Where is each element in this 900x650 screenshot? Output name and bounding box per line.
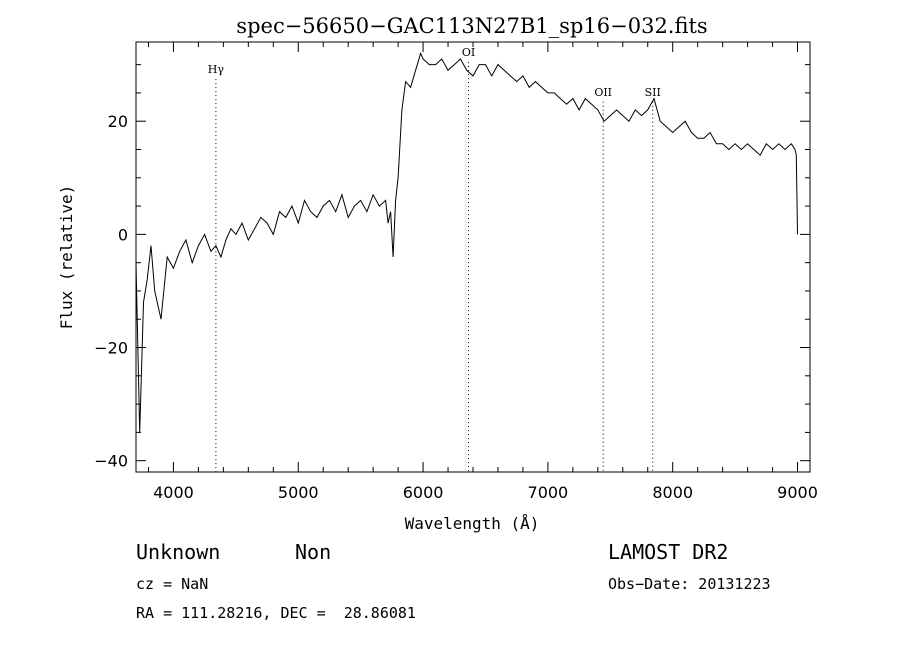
y-tick-label: 20	[108, 112, 128, 131]
subclass-label: Non	[295, 540, 332, 564]
y-axis-title: Flux (relative)	[57, 185, 76, 330]
spectral-line-label: OII	[594, 86, 612, 99]
spectral-lines-layer: Hγ OI OII SII	[208, 46, 661, 472]
chart-title: spec−56650−GAC113N27B1_sp16−032.fits	[236, 14, 707, 38]
x-tick-label: 7000	[528, 483, 569, 502]
class-label: Unknown	[136, 540, 221, 564]
y-tick-label: 0	[118, 225, 128, 244]
plot-frame	[135, 41, 811, 473]
x-axis-title: Wavelength (Å)	[405, 514, 540, 533]
survey-label: LAMOST DR2	[608, 540, 729, 564]
spectral-line-label: OI	[462, 46, 475, 59]
spectral-line-label: Hγ	[208, 63, 225, 76]
axis-ticks-layer: 4000 5000 6000 7000 8000 9000 −40 −20 0 20	[94, 42, 818, 502]
x-tick-label: 4000	[153, 483, 194, 502]
cz-label: cz = NaN	[136, 575, 209, 593]
x-tick-label: 8000	[652, 483, 693, 502]
x-tick-label: 6000	[403, 483, 444, 502]
spectral-line-label: SII	[645, 86, 661, 99]
obs-date-label: Obs−Date: 20131223	[608, 575, 771, 593]
x-tick-label: 9000	[777, 483, 818, 502]
x-tick-label: 5000	[278, 483, 319, 502]
coordinates-label: RA = 111.28216, DEC = 28.86081	[136, 604, 416, 622]
y-tick-label: −40	[94, 452, 128, 471]
y-tick-label: −20	[94, 339, 128, 358]
spectrum-series-line	[135, 51, 798, 433]
